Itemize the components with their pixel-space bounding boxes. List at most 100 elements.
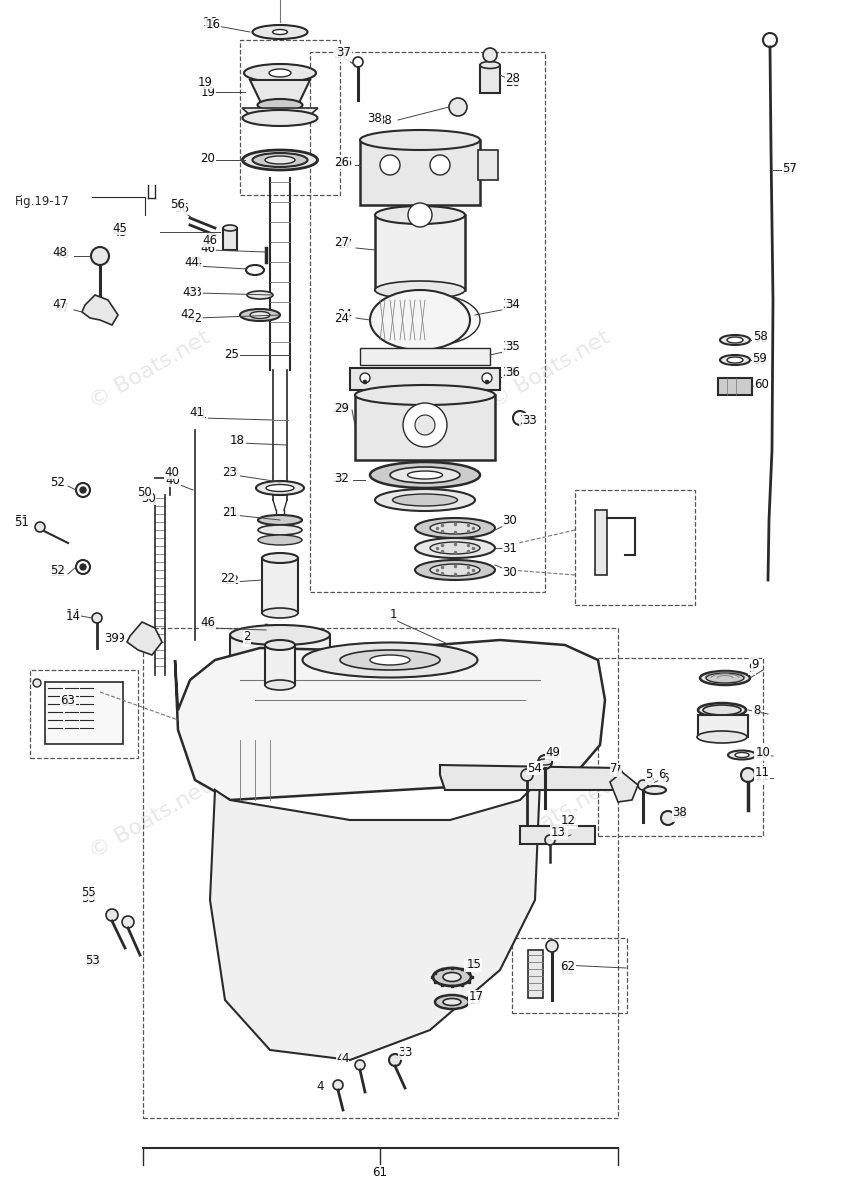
Text: 23: 23 <box>225 466 239 479</box>
Text: 28: 28 <box>505 72 521 84</box>
Circle shape <box>76 482 90 497</box>
Polygon shape <box>250 80 310 104</box>
Text: 32: 32 <box>332 472 348 485</box>
Text: 55: 55 <box>81 892 95 905</box>
Text: 52: 52 <box>50 476 66 490</box>
Text: 42: 42 <box>187 312 203 324</box>
Text: 2: 2 <box>244 634 250 647</box>
Text: 18: 18 <box>229 433 245 446</box>
Circle shape <box>483 48 497 62</box>
Text: 52: 52 <box>50 564 66 576</box>
Text: 20: 20 <box>200 151 216 164</box>
Bar <box>265 646 295 685</box>
Ellipse shape <box>390 467 460 482</box>
Text: 57: 57 <box>783 162 797 174</box>
Text: 10: 10 <box>755 748 769 761</box>
Text: 27: 27 <box>337 239 353 252</box>
Ellipse shape <box>430 542 480 554</box>
Ellipse shape <box>258 535 302 545</box>
Bar <box>230 635 330 680</box>
Text: 7: 7 <box>614 763 622 776</box>
Circle shape <box>355 1060 365 1070</box>
Text: 22: 22 <box>224 574 239 587</box>
Ellipse shape <box>244 64 316 82</box>
Text: © Boats.net: © Boats.net <box>486 778 613 863</box>
Text: © Boats.net: © Boats.net <box>486 328 613 413</box>
Ellipse shape <box>735 752 749 757</box>
Text: 54: 54 <box>527 762 543 774</box>
Bar <box>310 52 545 592</box>
Circle shape <box>661 811 675 826</box>
Ellipse shape <box>370 655 410 665</box>
Text: 62: 62 <box>561 960 575 973</box>
Ellipse shape <box>393 494 458 506</box>
Ellipse shape <box>262 608 298 618</box>
Polygon shape <box>127 622 162 655</box>
Circle shape <box>638 780 648 790</box>
Ellipse shape <box>355 385 495 404</box>
Text: 8: 8 <box>753 703 761 716</box>
Text: 51: 51 <box>14 516 30 529</box>
Ellipse shape <box>265 156 295 164</box>
Text: 26: 26 <box>337 156 353 168</box>
Text: 48: 48 <box>55 248 69 262</box>
Text: 4: 4 <box>337 1051 343 1064</box>
Text: 29: 29 <box>335 402 349 414</box>
Ellipse shape <box>370 290 470 350</box>
Text: 33: 33 <box>522 414 538 426</box>
Ellipse shape <box>703 704 741 715</box>
Ellipse shape <box>644 786 666 794</box>
Text: 40: 40 <box>165 474 181 486</box>
Text: 29: 29 <box>332 402 348 414</box>
Ellipse shape <box>728 750 756 760</box>
Circle shape <box>415 415 435 434</box>
Text: 44: 44 <box>187 257 203 270</box>
Text: 17: 17 <box>469 990 483 1003</box>
Ellipse shape <box>443 972 461 982</box>
Text: 49: 49 <box>545 745 561 758</box>
Text: 13: 13 <box>553 827 567 840</box>
Ellipse shape <box>720 335 750 346</box>
Text: 40: 40 <box>164 466 180 479</box>
Text: 58: 58 <box>752 331 768 344</box>
Text: 53: 53 <box>84 954 100 966</box>
Ellipse shape <box>443 998 461 1006</box>
Circle shape <box>106 910 118 922</box>
Ellipse shape <box>258 526 302 535</box>
Text: 63: 63 <box>60 696 76 709</box>
Ellipse shape <box>538 758 552 766</box>
Text: 35: 35 <box>503 341 517 354</box>
Text: 11: 11 <box>755 769 769 782</box>
Polygon shape <box>610 772 638 802</box>
Text: 25: 25 <box>225 348 239 361</box>
Ellipse shape <box>252 25 308 38</box>
Text: 14: 14 <box>66 608 80 622</box>
Text: 52: 52 <box>50 565 66 578</box>
Text: 25: 25 <box>225 348 239 361</box>
Polygon shape <box>82 295 118 325</box>
Text: 6: 6 <box>661 772 669 785</box>
Bar <box>478 150 498 180</box>
Text: 27: 27 <box>335 235 349 248</box>
Text: 18: 18 <box>231 433 245 446</box>
Text: 60: 60 <box>755 378 769 391</box>
Bar <box>240 40 340 194</box>
Ellipse shape <box>727 358 743 362</box>
Text: 4: 4 <box>342 1051 348 1064</box>
Circle shape <box>521 769 533 781</box>
Ellipse shape <box>375 206 465 224</box>
Text: 21: 21 <box>222 505 238 518</box>
Ellipse shape <box>415 538 495 558</box>
Text: 1: 1 <box>389 608 397 622</box>
Polygon shape <box>718 378 752 395</box>
Text: 32: 32 <box>335 472 349 485</box>
Ellipse shape <box>240 308 280 320</box>
Text: 3: 3 <box>405 1045 412 1058</box>
Bar <box>528 950 543 998</box>
Text: 9: 9 <box>748 661 756 674</box>
Text: 47: 47 <box>53 299 67 312</box>
Bar <box>375 215 465 290</box>
Text: 19: 19 <box>200 85 216 98</box>
Text: 36: 36 <box>505 366 521 378</box>
Circle shape <box>76 560 90 574</box>
